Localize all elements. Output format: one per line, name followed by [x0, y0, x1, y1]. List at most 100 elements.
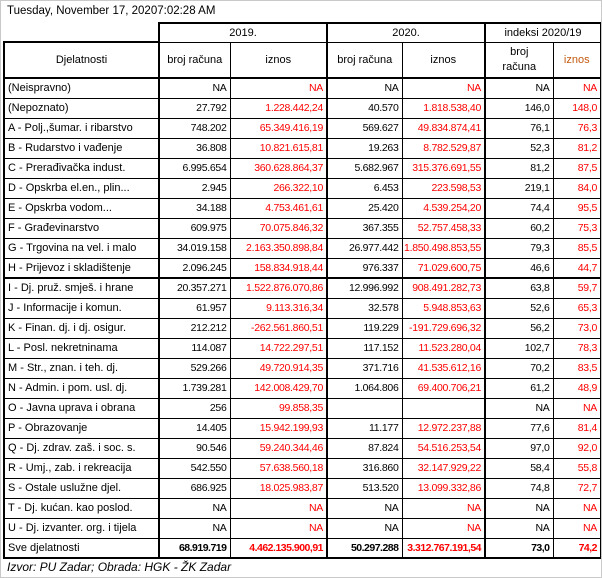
- value-cell: 686.925: [158, 477, 231, 499]
- header-accounts-index: broj računa: [484, 41, 554, 79]
- value-cell: 219,1: [484, 177, 554, 199]
- value-cell: 609.975: [158, 217, 231, 239]
- value-cell: 5.682.967: [326, 157, 403, 179]
- value-cell: 55,8: [552, 457, 601, 479]
- header-index-2020-19: indeksi 2020/19: [484, 22, 601, 43]
- value-cell: 71.029.600,75: [401, 257, 486, 279]
- table-row: R - Umj., zab. i rekreacija 542.550 57.638…: [3, 457, 601, 479]
- row-label-cell: U - Dj. izvanter. org. i tijela: [3, 517, 160, 539]
- value-cell: 87.824: [326, 437, 403, 459]
- value-cell: 95,5: [552, 197, 601, 219]
- table-row: D - Opskrba el.en., plin... 2.945 266.322,…: [3, 177, 601, 199]
- value-cell: 92,0: [552, 437, 601, 459]
- value-cell: 58,4: [484, 457, 554, 479]
- row-label-cell: M - Str., znan. i teh. dj.: [3, 357, 160, 379]
- value-cell: 8.782.529,87: [401, 137, 486, 159]
- value-cell: 40.570: [326, 97, 403, 119]
- value-cell: 85,5: [552, 237, 601, 259]
- value-cell: NA: [484, 497, 554, 519]
- value-cell: 61,2: [484, 377, 554, 399]
- header-year-2019: 2019.: [158, 22, 328, 43]
- value-cell: 32.578: [326, 297, 403, 319]
- value-cell: 20.357.271: [158, 277, 231, 299]
- value-cell: 748.202: [158, 117, 231, 139]
- value-cell: 27.792: [158, 97, 231, 119]
- table-body: (Neispravno) NA NA NA NA NA NA (Nepoznato) 27.79…: [3, 77, 601, 559]
- table-row: B - Rudarstvo i vađenje 36.808 10.821.615,…: [3, 137, 601, 159]
- value-cell: 256: [158, 397, 231, 419]
- value-cell: 76,1: [484, 117, 554, 139]
- value-cell: 81,2: [484, 157, 554, 179]
- value-cell: 212.212: [158, 317, 231, 339]
- value-cell: 70,2: [484, 357, 554, 379]
- value-cell: 65.349.416,19: [229, 117, 328, 139]
- value-cell: 34.188: [158, 197, 231, 219]
- value-cell: 569.627: [326, 117, 403, 139]
- header-amount-index: iznos: [552, 41, 601, 79]
- table-row: I - Dj. pruž. smješ. i hrane 20.357.271 1.…: [3, 277, 601, 299]
- value-cell: 61.957: [158, 297, 231, 319]
- value-cell: 223.598,53: [401, 177, 486, 199]
- value-cell: 1.228.442,24: [229, 97, 328, 119]
- value-cell: 158.834.918,44: [229, 257, 328, 279]
- row-label-cell: P - Obrazovanje: [3, 417, 160, 439]
- value-cell: 13.099.332,86: [401, 477, 486, 499]
- value-cell: NA: [326, 517, 403, 539]
- value-cell: NA: [158, 517, 231, 539]
- value-cell: 99.858,35: [229, 397, 328, 419]
- value-cell: NA: [158, 497, 231, 519]
- value-cell: NA: [552, 497, 601, 519]
- value-cell: 77,6: [484, 417, 554, 439]
- value-cell: 316.860: [326, 457, 403, 479]
- value-cell: 76,3: [552, 117, 601, 139]
- value-cell: 56,2: [484, 317, 554, 339]
- column-header-row: Djelatnosti broj računa iznos broj račun…: [3, 41, 601, 79]
- value-cell: 1.522.876.070,86: [229, 277, 328, 299]
- header-accounts-2020: broj računa: [326, 41, 403, 79]
- value-cell: 25.420: [326, 197, 403, 219]
- value-cell: 84,0: [552, 177, 601, 199]
- value-cell: 50.297.288: [326, 537, 403, 559]
- value-cell: 54.516.253,54: [401, 437, 486, 459]
- value-cell: 360.628.864,37: [229, 157, 328, 179]
- value-cell: NA: [484, 77, 554, 99]
- table-row: K - Finan. dj. i dj. osigur. 212.212 -262.…: [3, 317, 601, 339]
- table-row: J - Informacije i komun. 61.957 9.113.316,…: [3, 297, 601, 319]
- row-label-cell: (Nepoznato): [3, 97, 160, 119]
- value-cell: 15.942.199,93: [229, 417, 328, 439]
- table-row: F - Građevinarstvo 609.975 70.075.846,32 36…: [3, 217, 601, 239]
- value-cell: NA: [401, 497, 486, 519]
- value-cell: 90.546: [158, 437, 231, 459]
- table-header: 2019. 2020. indeksi 2020/19 Djelatnosti …: [3, 22, 601, 79]
- report-table: 2019. 2020. indeksi 2020/19 Djelatnosti …: [3, 22, 601, 559]
- table-row: Sve djelatnosti 68.919.719 4.462.135.900,9…: [3, 537, 601, 559]
- value-cell: 976.337: [326, 257, 403, 279]
- table-row: (Nepoznato) 27.792 1.228.442,24 40.570 1.818…: [3, 97, 601, 119]
- value-cell: 148,0: [552, 97, 601, 119]
- table-row: T - Dj. kućan. kao poslod. NA NA NA NA NA NA: [3, 497, 601, 519]
- value-cell: 87,5: [552, 157, 601, 179]
- value-cell: 119.229: [326, 317, 403, 339]
- row-label-cell: R - Umj., zab. i rekreacija: [3, 457, 160, 479]
- row-label-cell: H - Prijevoz i skladištenje: [3, 257, 160, 279]
- row-label-cell: L - Posl. nekretninama: [3, 337, 160, 359]
- value-cell: 2.096.245: [158, 257, 231, 279]
- row-label-cell: C - Prerađivačka indust.: [3, 157, 160, 179]
- table-row: H - Prijevoz i skladištenje 2.096.245 158.…: [3, 257, 601, 279]
- value-cell: 26.977.442: [326, 237, 403, 259]
- value-cell: 11.177: [326, 417, 403, 439]
- value-cell: 59,7: [552, 277, 601, 299]
- value-cell: 4.539.254,20: [401, 197, 486, 219]
- value-cell: 74,8: [484, 477, 554, 499]
- value-cell: 97,0: [484, 437, 554, 459]
- table-row: S - Ostale uslužne djel. 686.925 18.025.98…: [3, 477, 601, 499]
- row-label-cell: B - Rudarstvo i vađenje: [3, 137, 160, 159]
- value-cell: 114.087: [158, 337, 231, 359]
- value-cell: 41.535.612,16: [401, 357, 486, 379]
- value-cell: 74,2: [552, 537, 601, 559]
- table-row: (Neispravno) NA NA NA NA NA NA: [3, 77, 601, 99]
- table-row: M - Str., znan. i teh. dj. 529.266 49.720.…: [3, 357, 601, 379]
- value-cell: 81,2: [552, 137, 601, 159]
- value-cell: 1.818.538,40: [401, 97, 486, 119]
